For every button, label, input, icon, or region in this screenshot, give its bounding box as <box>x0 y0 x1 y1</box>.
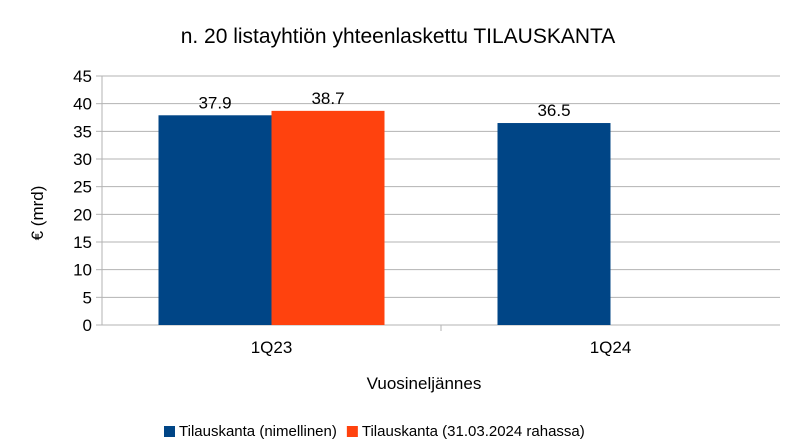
y-tick-label: 5 <box>83 288 92 307</box>
y-tick-label: 20 <box>73 205 92 224</box>
legend-swatch <box>346 426 358 437</box>
data-label: 38.7 <box>311 89 344 108</box>
y-tick-label: 45 <box>73 67 92 86</box>
legend: Tilauskanta (nimellinen) Tilauskanta (31.… <box>164 423 585 440</box>
data-label: 37.9 <box>198 93 231 112</box>
bars: 37.9 38.7 36.5 <box>158 89 611 326</box>
y-tick-label: 30 <box>73 150 92 169</box>
y-tick-label: 25 <box>73 178 92 197</box>
bar <box>271 110 385 325</box>
y-tick-label: 15 <box>73 233 92 252</box>
legend-swatch <box>164 426 175 437</box>
data-label: 36.5 <box>537 101 570 120</box>
bar <box>497 123 611 326</box>
legend-label: Tilauskanta (nimellinen) <box>179 423 337 440</box>
y-tick-label: 0 <box>83 316 92 335</box>
x-axis-label: Vuosineljännes <box>367 374 482 393</box>
bar <box>158 115 272 325</box>
x-tick-label: 1Q23 <box>251 338 293 357</box>
y-tick-label: 10 <box>73 261 92 280</box>
legend-label: Tilauskanta (31.03.2024 rahassa) <box>362 423 585 440</box>
y-tick-label: 40 <box>73 95 92 114</box>
y-tick-label: 35 <box>73 122 92 141</box>
chart-title: n. 20 listayhtiön yhteenlaskettu TILAUSK… <box>181 25 616 48</box>
x-axis: 1Q23 1Q24 <box>251 338 632 357</box>
y-axis: 0 5 10 15 20 25 30 35 40 45 <box>73 67 92 335</box>
y-axis-label: € (mrd) <box>28 186 47 241</box>
x-tick-label: 1Q24 <box>590 338 632 357</box>
